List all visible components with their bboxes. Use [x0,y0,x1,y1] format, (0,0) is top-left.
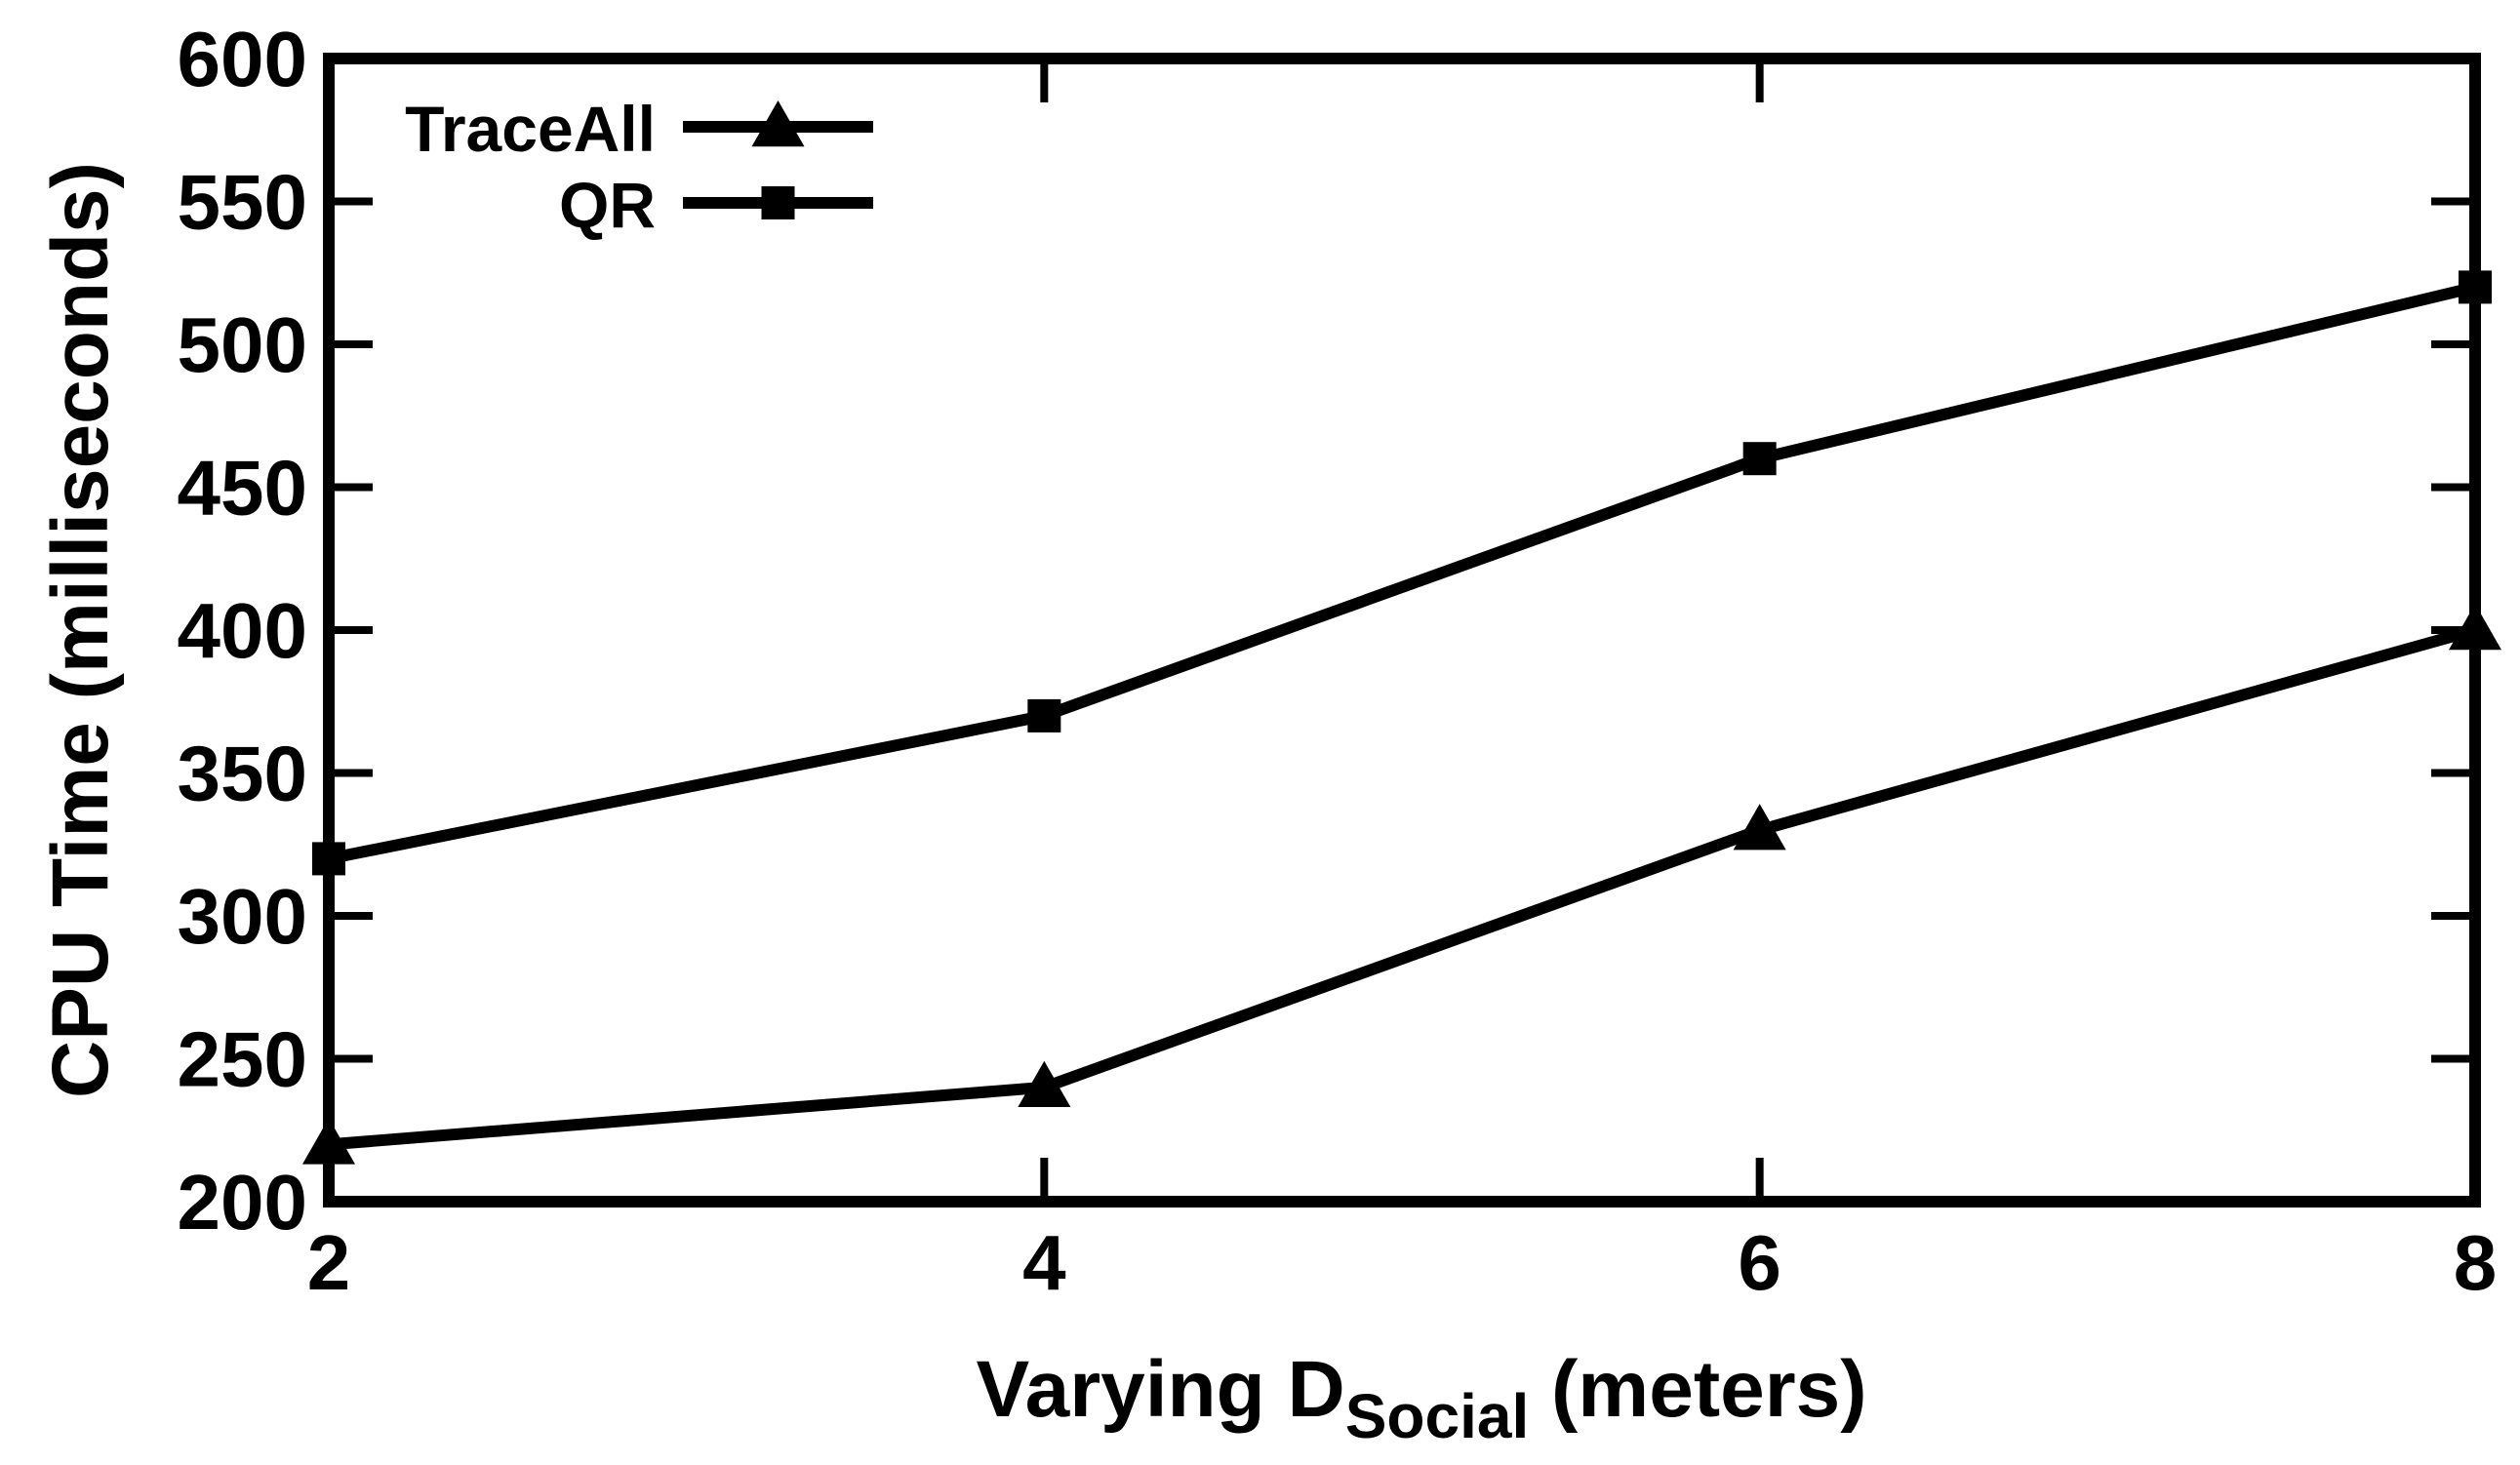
series-qr [312,270,2492,876]
data-point-traceall [1018,1060,1071,1108]
x-tick-label: 4 [1022,1219,1066,1306]
series-line-qr [327,281,2477,865]
data-point-qr [1027,698,1061,732]
plot-area-frame [323,53,2481,1208]
y-tick-label: 200 [178,1159,307,1246]
legend-marker-traceall [751,100,805,147]
legend-marker-qr [761,186,795,219]
y-tick-label: 300 [178,873,307,960]
y-tick-label: 500 [178,301,307,388]
y-tick-label: 550 [178,159,307,246]
y-tick-label: 450 [178,445,307,532]
x-axis-ticks: 2 4 6 8 [307,59,2498,1306]
y-tick-label: 600 [178,16,307,102]
y-tick-label: 400 [178,587,307,674]
x-tick-label: 6 [1738,1219,1781,1306]
x-axis-label: Varying DSocial (meters) [976,1345,1866,1451]
x-tick-label: 2 [307,1219,351,1306]
y-axis-label: CPU Time (milliseconds) [36,162,125,1098]
x-axis-label-subscript: Social [1345,1381,1530,1451]
series-layer [302,270,2501,1165]
y-axis-ticks: 200 250 300 350 400 450 500 550 600 [178,16,2475,1246]
series-traceall [302,604,2501,1165]
data-point-qr [1742,442,1777,476]
y-tick-label: 250 [178,1016,307,1103]
x-axis-label-suffix: (meters) [1529,1345,1866,1434]
y-tick-label: 350 [178,731,307,817]
x-axis-label-prefix: Varying D [976,1345,1344,1434]
series-line-traceall [328,624,2477,1151]
legend-label-qr: QR [559,169,656,241]
data-point-traceall [1733,804,1786,851]
x-tick-label: 8 [2454,1219,2498,1306]
legend-label-traceall: TraceAll [405,93,656,165]
